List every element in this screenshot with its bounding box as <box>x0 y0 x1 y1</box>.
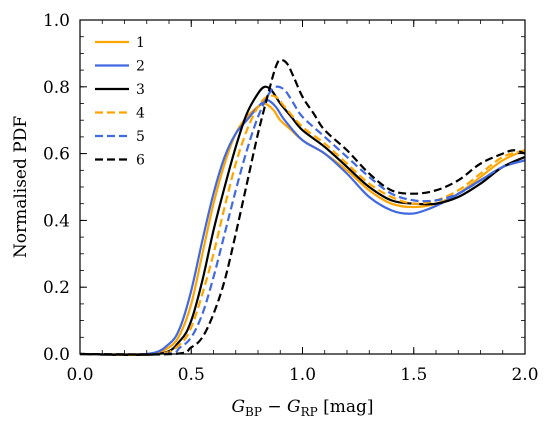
y-tick-label: 0.6 <box>43 145 70 165</box>
y-tick-label: 0.2 <box>43 278 70 298</box>
x-axis-label-part: G <box>287 397 301 417</box>
y-tick-label: 0.0 <box>43 345 70 365</box>
legend-label-3: 3 <box>136 82 145 98</box>
x-tick-label: 2.0 <box>511 365 538 385</box>
series-line-6 <box>79 58 526 356</box>
legend-label-5: 5 <box>136 129 145 145</box>
x-tick-label: 1.5 <box>400 365 427 385</box>
legend-label-2: 2 <box>136 59 145 75</box>
x-axis-label-part: BP <box>245 405 262 419</box>
legend: 1 2 3 4 5 6 <box>95 35 145 169</box>
y-tick-label: 1.0 <box>43 11 70 31</box>
x-axis-label: GBP − GRP [mag] <box>231 397 373 419</box>
series-line-5 <box>79 85 526 356</box>
y-axis-label: Normalised PDF <box>11 116 31 259</box>
tick-labels: 0.0 0.5 1.0 1.5 2.0 0.0 0.2 0.4 0.6 0.8 1.0 <box>43 11 539 385</box>
legend-label-6: 6 <box>136 153 145 169</box>
x-axis-label-part: RP <box>301 405 318 419</box>
series-line-2 <box>79 99 526 356</box>
x-tick-label: 1.0 <box>289 365 316 385</box>
y-tick-label: 0.4 <box>43 211 70 231</box>
y-tick-label: 0.8 <box>43 78 70 98</box>
x-axis-label-part: G <box>231 397 245 417</box>
x-axis-label-part: − <box>262 397 287 417</box>
series-line-3 <box>79 85 526 357</box>
x-tick-label: 0.5 <box>178 365 205 385</box>
x-axis-label-part: [mag] <box>318 397 374 417</box>
legend-label-1: 1 <box>136 35 145 51</box>
x-tick-label: 0.0 <box>66 365 93 385</box>
axis-ticks <box>79 19 526 355</box>
series-line-4 <box>79 94 526 356</box>
plot-frame <box>79 19 526 355</box>
series-group <box>79 58 526 357</box>
legend-label-4: 4 <box>136 106 145 122</box>
